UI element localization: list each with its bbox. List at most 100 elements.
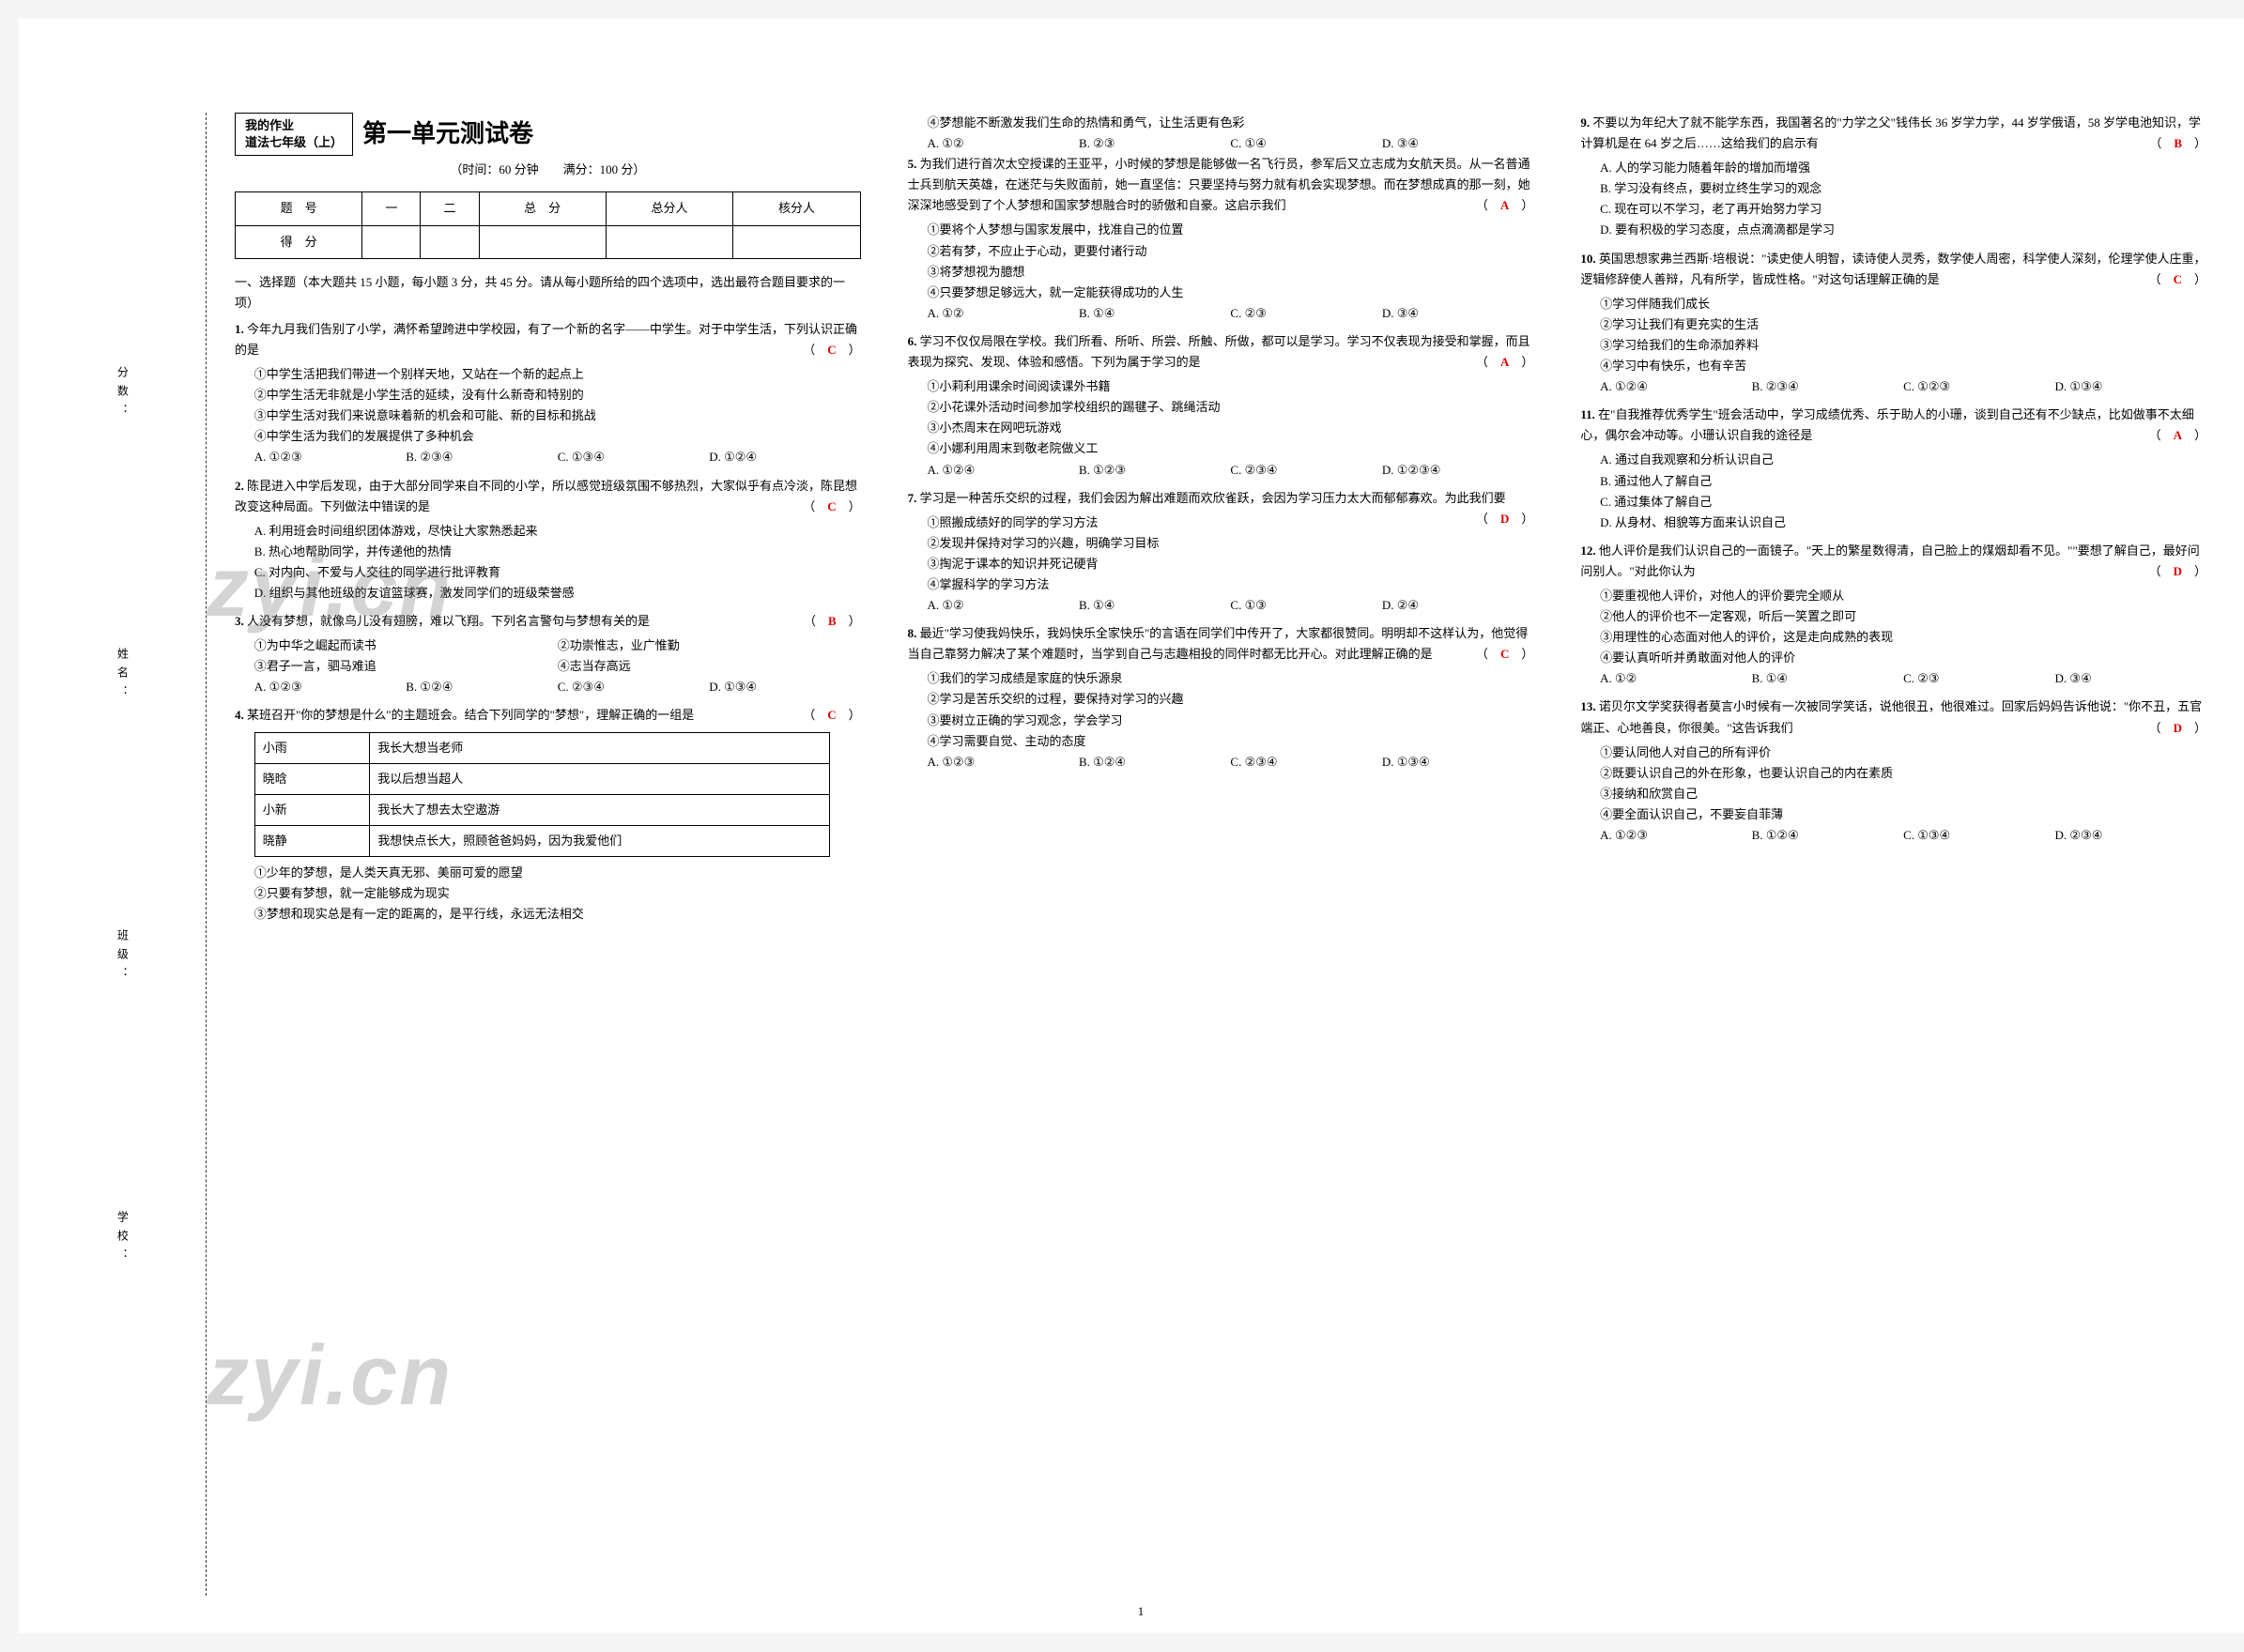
q13-stem: 13. 诺贝尔文学奖获得者莫言小时候有一次被同学笑话，说他很丑，他很难过。回家后… bbox=[1580, 696, 2206, 738]
q13-num: 13. bbox=[1580, 699, 1595, 713]
q3-pair2: ③君子一言，驷马难追 ④志当存高远 bbox=[235, 656, 861, 677]
q7-text: 学习是一种苦乐交织的过程，我们会因为解出难题而欢欣雀跃，会因为学习压力太大而郁郁… bbox=[920, 491, 1506, 505]
q4-row2: 晓晗我以后想当超人 bbox=[254, 763, 829, 794]
q12-text: 他人评价是我们认识自己的一面镜子。"天上的繁星数得清，自己脸上的煤烟却看不见。"… bbox=[1580, 543, 2199, 578]
q5-stem: 5. 为我们进行首次太空授课的王亚平，小时候的梦想是能够做一名飞行员，参军后又立… bbox=[908, 154, 1534, 216]
th: 总 分 bbox=[479, 192, 606, 225]
question-4: 4. 某班召开"你的梦想是什么"的主题班会。结合下列同学的"梦想"，理解正确的一… bbox=[235, 705, 861, 925]
q12-opt-d: D. ③④ bbox=[2055, 668, 2206, 689]
q1-line4: ④中学生活为我们的发展提供了多种机会 bbox=[235, 426, 861, 447]
q5-opt-c: C. ②③ bbox=[1230, 303, 1381, 324]
q10-text: 英国思想家弗兰西斯·培根说："读史使人明智，读诗使人灵秀，数学使人周密，科学使人… bbox=[1580, 252, 2206, 286]
q1-answer: C bbox=[827, 343, 836, 357]
q7-opt-b: B. ①④ bbox=[1079, 595, 1230, 616]
q6-opts: A. ①②④ B. ①②③ C. ②③④ D. ①②③④ bbox=[908, 460, 1534, 481]
q5-opt-a: A. ①② bbox=[927, 303, 1078, 324]
q11-b: B. 通过他人了解自己 bbox=[1580, 471, 2206, 492]
q10-answer: C bbox=[2174, 272, 2182, 286]
q8-answer: C bbox=[1500, 647, 1509, 661]
q10-l3: ③学习给我们的生命添加养料 bbox=[1580, 335, 2206, 356]
q10-opt-a: A. ①②④ bbox=[1600, 376, 1751, 397]
q11-text: 在"自我推荐优秀学生"班会活动中，学习成绩优秀、乐于助人的小珊，谈到自己还有不少… bbox=[1580, 407, 2193, 442]
q5-opt-d: D. ③④ bbox=[1382, 303, 1533, 324]
section-1-head: 一、选择题（本大题共 15 小题，每小题 3 分，共 45 分。请从每小题所给的… bbox=[235, 272, 861, 314]
q7-num: 7. bbox=[908, 491, 917, 505]
q5-l4: ④只要梦想足够远大，就一定能获得成功的人生 bbox=[908, 283, 1534, 303]
question-3: 3. 人没有梦想，就像鸟儿没有翅膀，难以飞翔。下列名言警句与梦想有关的是（ B … bbox=[235, 611, 861, 697]
q3-answer: B bbox=[828, 614, 837, 628]
q7-l2: ②发现并保持对学习的兴趣，明确学习目标 bbox=[908, 533, 1534, 554]
q13-opt-d: D. ②③④ bbox=[2055, 825, 2206, 846]
q13-opts: A. ①②③ B. ①②④ C. ①③④ D. ②③④ bbox=[1580, 825, 2206, 846]
q4-r4c2: 我想快点长大，照顾爸爸妈妈，因为我爱他们 bbox=[370, 825, 830, 856]
q11-stem: 11. 在"自我推荐优秀学生"班会活动中，学习成绩优秀、乐于助人的小珊，谈到自己… bbox=[1580, 405, 2206, 446]
question-11: 11. 在"自我推荐优秀学生"班会活动中，学习成绩优秀、乐于助人的小珊，谈到自己… bbox=[1580, 405, 2206, 533]
q2-answer: C bbox=[827, 499, 836, 513]
q5-opt-b: B. ①④ bbox=[1079, 303, 1230, 324]
q9-stem: 9. 不要以为年纪大了就不能学东西，我国著名的"力学之父"钱伟长 36 岁学力学… bbox=[1580, 113, 2206, 154]
q4-r2c1: 晓晗 bbox=[254, 763, 369, 794]
q6-opt-b: B. ①②③ bbox=[1079, 460, 1230, 481]
q13-opt-b: B. ①②④ bbox=[1752, 825, 1903, 846]
q13-answer: D bbox=[2174, 721, 2182, 735]
q4-r2c2: 我以后想当超人 bbox=[370, 763, 830, 794]
td bbox=[362, 225, 421, 258]
q4-line2: ②只要有梦想，就一定能够成为现实 bbox=[235, 883, 861, 904]
question-9: 9. 不要以为年纪大了就不能学东西，我国著名的"力学之父"钱伟长 36 岁学力学… bbox=[1580, 113, 2206, 241]
q7-l4: ④掌握科学的学习方法 bbox=[908, 574, 1534, 595]
q2-c: C. 对内向、不爱与人交往的同学进行批评教育 bbox=[235, 562, 861, 583]
binding-label-name: 姓名： bbox=[113, 648, 131, 704]
binding-label-school: 学校： bbox=[113, 1211, 131, 1267]
q6-l3: ③小杰周末在网吧玩游戏 bbox=[908, 418, 1534, 438]
q7-stem: 7. 学习是一种苦乐交织的过程，我们会因为解出难题而欢欣雀跃，会因为学习压力太大… bbox=[908, 488, 1534, 509]
q1-opt-a: A. ①②③ bbox=[254, 447, 406, 467]
th: 一 bbox=[362, 192, 421, 225]
q11-c: C. 通过集体了解自己 bbox=[1580, 492, 2206, 512]
q1-line3: ③中学生活对我们来说意味着新的机会和可能、新的目标和挑战 bbox=[235, 405, 861, 426]
question-13: 13. 诺贝尔文学奖获得者莫言小时候有一次被同学笑话，说他很丑，他很难过。回家后… bbox=[1580, 696, 2206, 846]
q10-opts: A. ①②④ B. ②③④ C. ①②③ D. ①③④ bbox=[1580, 376, 2206, 397]
header-box: 我的作业 道法七年级（上） bbox=[235, 113, 353, 156]
q6-opt-d: D. ①②③④ bbox=[1382, 460, 1533, 481]
q4-answer-bracket: （ C ） bbox=[803, 705, 860, 726]
q4-line4: ④梦想能不断激发我们生命的热情和勇气，让生活更有色彩 bbox=[908, 113, 1534, 133]
q7-l3: ③掏泥于课本的知识并死记硬背 bbox=[908, 554, 1534, 574]
q12-l3: ③用理性的心态面对他人的评价，这是走向成熟的表现 bbox=[1580, 627, 2206, 648]
q6-num: 6. bbox=[908, 334, 917, 348]
q7-l1: ①照搬成绩好的同学的学习方法 bbox=[908, 512, 1534, 533]
question-2: 2. 陈昆进入中学后发现，由于大部分同学来自不同的小学，所以感觉班级氛围不够热烈… bbox=[235, 476, 861, 604]
q10-l1: ①学习伴随我们成长 bbox=[1580, 294, 2206, 314]
q1-line1: ①中学生活把我们带进一个别样天地，又站在一个新的起点上 bbox=[235, 364, 861, 385]
title-row: 我的作业 道法七年级（上） 第一单元测试卷 bbox=[235, 113, 861, 156]
q3-p1a: ①为中华之崛起而读书 bbox=[254, 635, 558, 656]
q4-text: 某班召开"你的梦想是什么"的主题班会。结合下列同学的"梦想"，理解正确的一组是 bbox=[247, 708, 694, 722]
q4-line3: ③梦想和现实总是有一定的距离的，是平行线，永远无法相交 bbox=[235, 904, 861, 925]
q3-opt-b: B. ①②④ bbox=[406, 677, 557, 697]
q2-stem: 2. 陈昆进入中学后发现，由于大部分同学来自不同的小学，所以感觉班级氛围不够热烈… bbox=[235, 476, 861, 517]
q1-stem: 1. 今年九月我们告别了小学，满怀希望跨进中学校园，有了一个新的名字——中学生。… bbox=[235, 319, 861, 360]
question-7: 7. 学习是一种苦乐交织的过程，我们会因为解出难题而欢欣雀跃，会因为学习压力太大… bbox=[908, 488, 1534, 617]
q3-opt-c: C. ②③④ bbox=[558, 677, 709, 697]
q12-num: 12. bbox=[1580, 543, 1595, 558]
q3-opts: A. ①②③ B. ①②④ C. ②③④ D. ①③④ bbox=[235, 677, 861, 697]
column-1: 我的作业 道法七年级（上） 第一单元测试卷 （时间：60 分钟 满分：100 分… bbox=[235, 113, 861, 1596]
q5-answer: A bbox=[1500, 198, 1509, 212]
q6-l1: ①小莉利用课余时间阅读课外书籍 bbox=[908, 376, 1534, 397]
q7-opts: A. ①② B. ①④ C. ①③ D. ②④ bbox=[908, 595, 1534, 616]
q3-p2a: ③君子一言，驷马难追 bbox=[254, 656, 558, 677]
page-number: 1 bbox=[1138, 1601, 1145, 1622]
th: 核分人 bbox=[733, 192, 860, 225]
q3-opt-a: A. ①②③ bbox=[254, 677, 406, 697]
column-3: 9. 不要以为年纪大了就不能学东西，我国著名的"力学之父"钱伟长 36 岁学力学… bbox=[1580, 113, 2206, 1596]
q10-l2: ②学习让我们有更充实的生活 bbox=[1580, 314, 2206, 335]
q1-num: 1. bbox=[235, 322, 244, 336]
q11-a: A. 通过自我观察和分析认识自己 bbox=[1580, 450, 2206, 470]
binding-label-score: 分数： bbox=[113, 366, 131, 422]
q11-d: D. 从身材、相貌等方面来认识自己 bbox=[1580, 512, 2206, 533]
q3-pair1: ①为中华之崛起而读书 ②功崇惟志，业广惟勤 bbox=[235, 635, 861, 656]
td bbox=[606, 225, 732, 258]
score-row-head: 题 号 一 二 总 分 总分人 核分人 bbox=[236, 192, 861, 225]
q11-answer-bracket: （ A ） bbox=[2149, 425, 2206, 446]
column-2: ④梦想能不断激发我们生命的热情和勇气，让生活更有色彩 A. ①② B. ②③ C… bbox=[908, 113, 1534, 1596]
q5-text: 为我们进行首次太空授课的王亚平，小时候的梦想是能够做一名飞行员，参军后又立志成为… bbox=[908, 157, 1530, 212]
